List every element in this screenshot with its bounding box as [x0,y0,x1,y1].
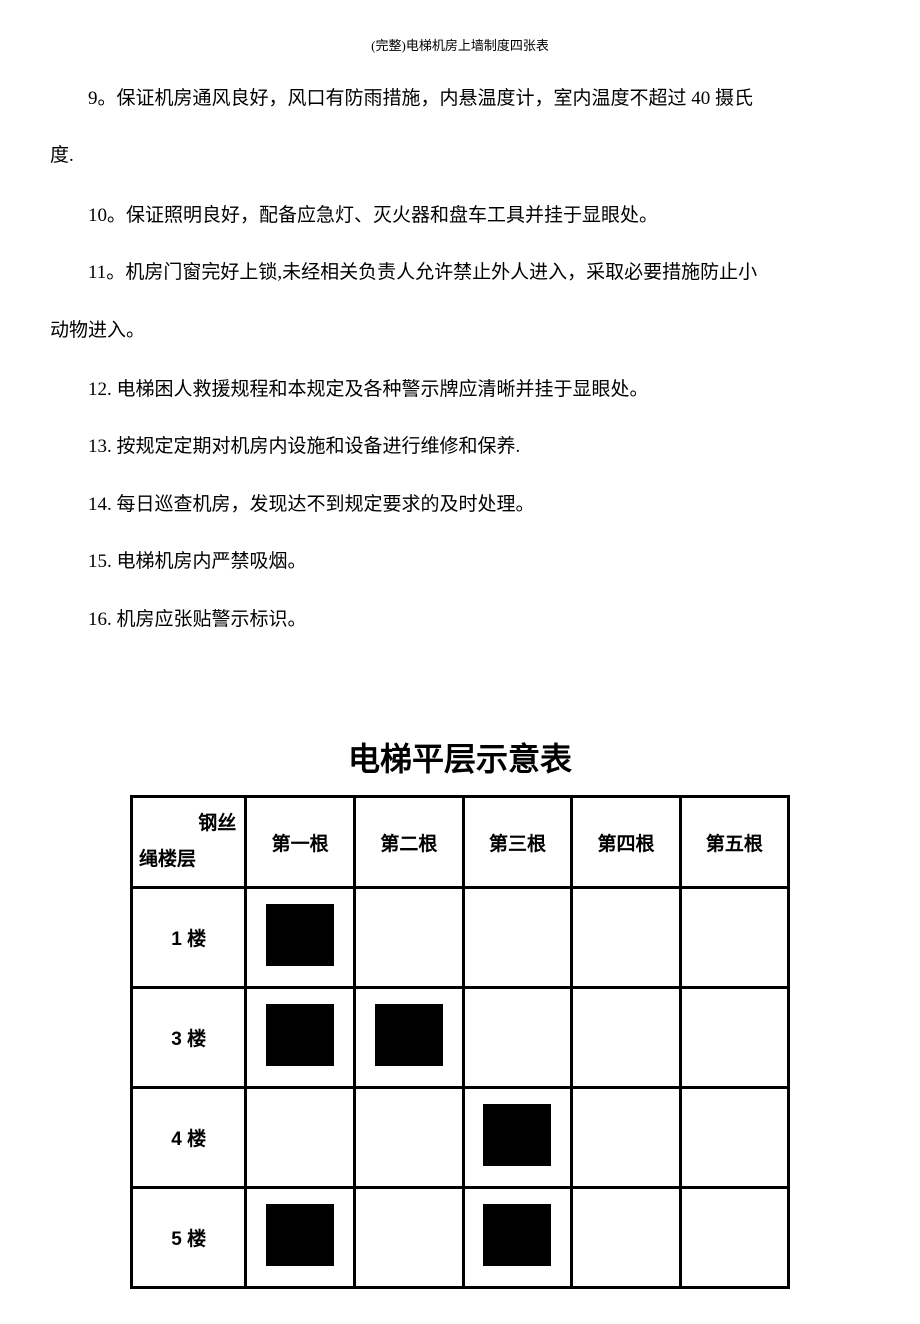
table-cell [246,1188,355,1288]
paragraph-11-cont: 动物进入。 [50,306,870,355]
paragraph-15: 15. 电梯机房内严禁吸烟。 [50,537,870,586]
col-header-3: 第三根 [463,796,572,887]
table-cell [463,1188,572,1288]
paragraph-16: 16. 机房应张贴警示标识。 [50,595,870,644]
table-cell [572,988,680,1088]
para-text: 每日巡查机房，发现达不到规定要求的及时处理。 [117,494,535,515]
para-sep: . [107,551,117,572]
para-sep: . [107,494,117,515]
filled-block-icon [375,1004,443,1066]
para-num: 15 [88,551,107,572]
para-num: 11 [88,262,106,283]
para-sep: . [107,379,117,400]
table-cell [463,888,572,988]
table-cell [680,888,788,988]
table-row: 5 楼 [132,1188,789,1288]
row-label: 1 楼 [132,888,246,988]
corner-line2: 绳楼层 [139,842,238,878]
para-sep: 。 [107,205,126,226]
filled-block-icon [266,1204,334,1266]
paragraph-12: 12. 电梯困人救援规程和本规定及各种警示牌应清晰并挂于显眼处。 [50,365,870,414]
filled-block-icon [483,1204,551,1266]
table-cell [680,988,788,1088]
table-cell [572,888,680,988]
para-sep: . [107,436,117,457]
leveling-table: 钢丝 绳楼层 第一根 第二根 第三根 第四根 第五根 1 楼3 楼4 楼5 楼 [130,795,790,1289]
table-cell [354,888,463,988]
row-label: 3 楼 [132,988,246,1088]
col-header-4: 第四根 [572,796,680,887]
paragraph-9-cont: 度. [50,131,870,180]
para-num: 9 [88,88,98,109]
row-label: 4 楼 [132,1088,246,1188]
table-cell [246,888,355,988]
para-text: 电梯困人救援规程和本规定及各种警示牌应清晰并挂于显眼处。 [117,379,649,400]
filled-block-icon [483,1104,551,1166]
table-title: 电梯平层示意表 [50,734,870,780]
para-num: 12 [88,379,107,400]
filled-block-icon [266,1004,334,1066]
para-sep: . [107,609,117,630]
table-cell [246,1088,355,1188]
para-text: 电梯机房内严禁吸烟。 [117,551,307,572]
para-text: 保证照明良好，配备应急灯、灭火器和盘车工具并挂于显眼处。 [126,205,658,226]
para-text: 机房应张贴警示标识。 [117,609,307,630]
table-cell [354,1088,463,1188]
paragraph-9: 9。保证机房通风良好，风口有防雨措施，内悬温度计，室内温度不超过 40 摄氏 [50,74,870,123]
para-num: 13 [88,436,107,457]
col-header-5: 第五根 [680,796,788,887]
corner-header: 钢丝 绳楼层 [132,796,246,887]
para-text: 保证机房通风良好，风口有防雨措施，内悬温度计，室内温度不超过 40 摄氏 [117,88,754,109]
para-num: 10 [88,205,107,226]
filled-block-icon [266,904,334,966]
paragraph-11: 11。机房门窗完好上锁,未经相关负责人允许禁止外人进入，采取必要措施防止小 [50,248,870,297]
para-text: 机房门窗完好上锁,未经相关负责人允许禁止外人进入，采取必要措施防止小 [125,262,757,283]
table-cell [680,1188,788,1288]
table-row: 4 楼 [132,1088,789,1188]
table-row: 1 楼 [132,888,789,988]
table-cell [463,1088,572,1188]
table-cell [572,1088,680,1188]
col-header-1: 第一根 [246,796,355,887]
col-header-2: 第二根 [354,796,463,887]
para-text: 按规定定期对机房内设施和设备进行维修和保养. [117,436,521,457]
table-cell [354,1188,463,1288]
para-sep: 。 [106,262,125,283]
table-cell [572,1188,680,1288]
paragraph-10: 10。保证照明良好，配备应急灯、灭火器和盘车工具并挂于显眼处。 [50,191,870,240]
paragraph-14: 14. 每日巡查机房，发现达不到规定要求的及时处理。 [50,480,870,529]
table-header-row: 钢丝 绳楼层 第一根 第二根 第三根 第四根 第五根 [132,796,789,887]
corner-line1: 钢丝 [139,806,238,842]
page-header: (完整)电梯机房上墙制度四张表 [50,35,870,54]
row-label: 5 楼 [132,1188,246,1288]
paragraph-13: 13. 按规定定期对机房内设施和设备进行维修和保养. [50,422,870,471]
para-num: 14 [88,494,107,515]
table-cell [680,1088,788,1188]
table-cell [246,988,355,1088]
table-cell [463,988,572,1088]
table-row: 3 楼 [132,988,789,1088]
para-num: 16 [88,609,107,630]
table-cell [354,988,463,1088]
para-sep: 。 [98,88,117,109]
